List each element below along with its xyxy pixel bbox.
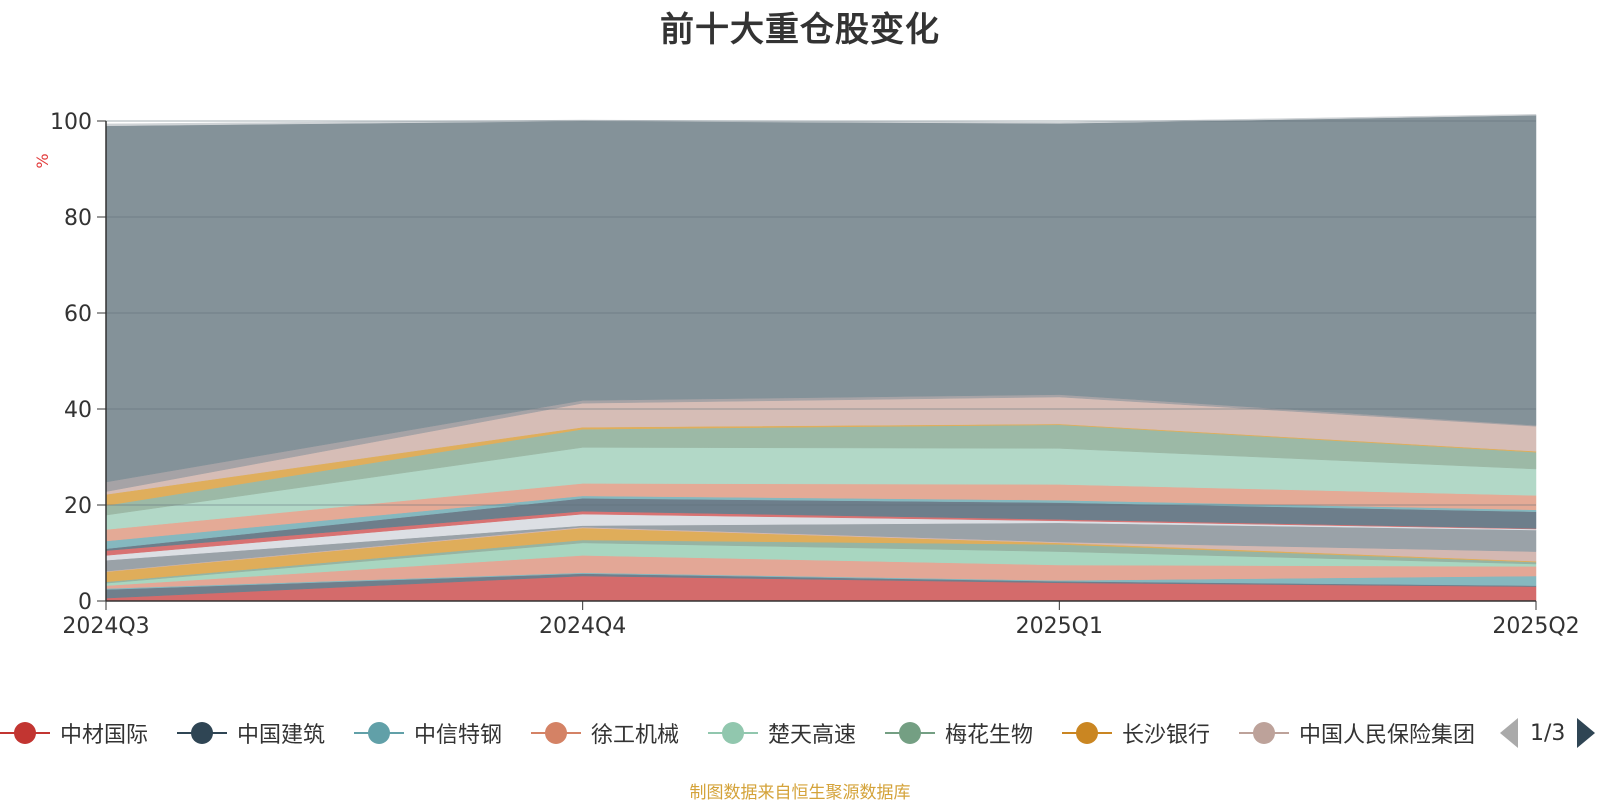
legend-label: 徐工机械 [591, 723, 680, 748]
legend-item[interactable]: 中材国际 [0, 716, 148, 750]
legend-label: 中国人民保险集团 [1299, 723, 1476, 748]
legend-marker [1239, 716, 1289, 750]
stacked-area-chart: 0 20 40 60 80 100 2024Q3 2024Q4 2025Q1 2025Q2 % [33, 110, 1580, 639]
legend-item[interactable]: 长沙银行 [1062, 716, 1210, 750]
legend: 中材国际 中国建筑 中信特钢 徐工机械 楚天高速 梅花生物 长沙银行 中国人民保险集团 [0, 716, 1600, 750]
y-tick-label: 20 [64, 494, 92, 519]
legend-page-indicator: 1/3 [1530, 720, 1566, 746]
legend-label: 中国建筑 [237, 723, 326, 748]
legend-marker [708, 716, 758, 750]
legend-marker [177, 716, 227, 750]
legend-marker [885, 716, 935, 750]
data-source-note: 制图数据来自恒生聚源数据库 [689, 783, 911, 803]
legend-marker [0, 716, 50, 750]
legend-next-page-button[interactable] [1577, 718, 1596, 748]
x-tick-label: 2024Q4 [539, 614, 626, 639]
legend-item[interactable]: 徐工机械 [531, 716, 679, 750]
legend-item[interactable]: 梅花生物 [885, 716, 1033, 750]
legend-label: 中材国际 [60, 723, 149, 748]
y-tick-label: 40 [64, 398, 92, 423]
area-series-group [105, 114, 1537, 602]
legend-label: 楚天高速 [768, 723, 857, 748]
chart-title: 前十大重仓股变化 [660, 10, 940, 50]
legend-item[interactable]: 中国建筑 [177, 716, 325, 750]
x-tick-label: 2025Q2 [1492, 614, 1579, 639]
x-tick-label: 2025Q1 [1016, 614, 1103, 639]
legend-item[interactable]: 中国人民保险集团 [1239, 716, 1475, 750]
legend-item[interactable]: 中信特钢 [354, 716, 502, 750]
x-tick-label: 2024Q3 [62, 614, 149, 639]
y-tick-label: 100 [50, 110, 92, 135]
legend-label: 中信特钢 [414, 723, 503, 748]
axes: 0 20 40 60 80 100 2024Q3 2024Q4 2025Q1 2025Q2 [50, 110, 1580, 639]
grid-lines [106, 120, 1536, 506]
legend-marker [1062, 716, 1112, 750]
legend-label: 长沙银行 [1122, 723, 1211, 748]
y-tick-label: 80 [64, 206, 92, 231]
legend-prev-page-button[interactable] [1500, 718, 1518, 748]
legend-item[interactable]: 楚天高速 [708, 716, 856, 750]
legend-marker [531, 716, 581, 750]
legend-label: 梅花生物 [945, 723, 1034, 748]
y-axis-unit-label: % [33, 153, 52, 168]
legend-marker [354, 716, 404, 750]
legend-pager: 1/3 [1500, 716, 1596, 750]
y-tick-label: 60 [64, 302, 92, 327]
y-tick-label: 0 [78, 590, 92, 615]
